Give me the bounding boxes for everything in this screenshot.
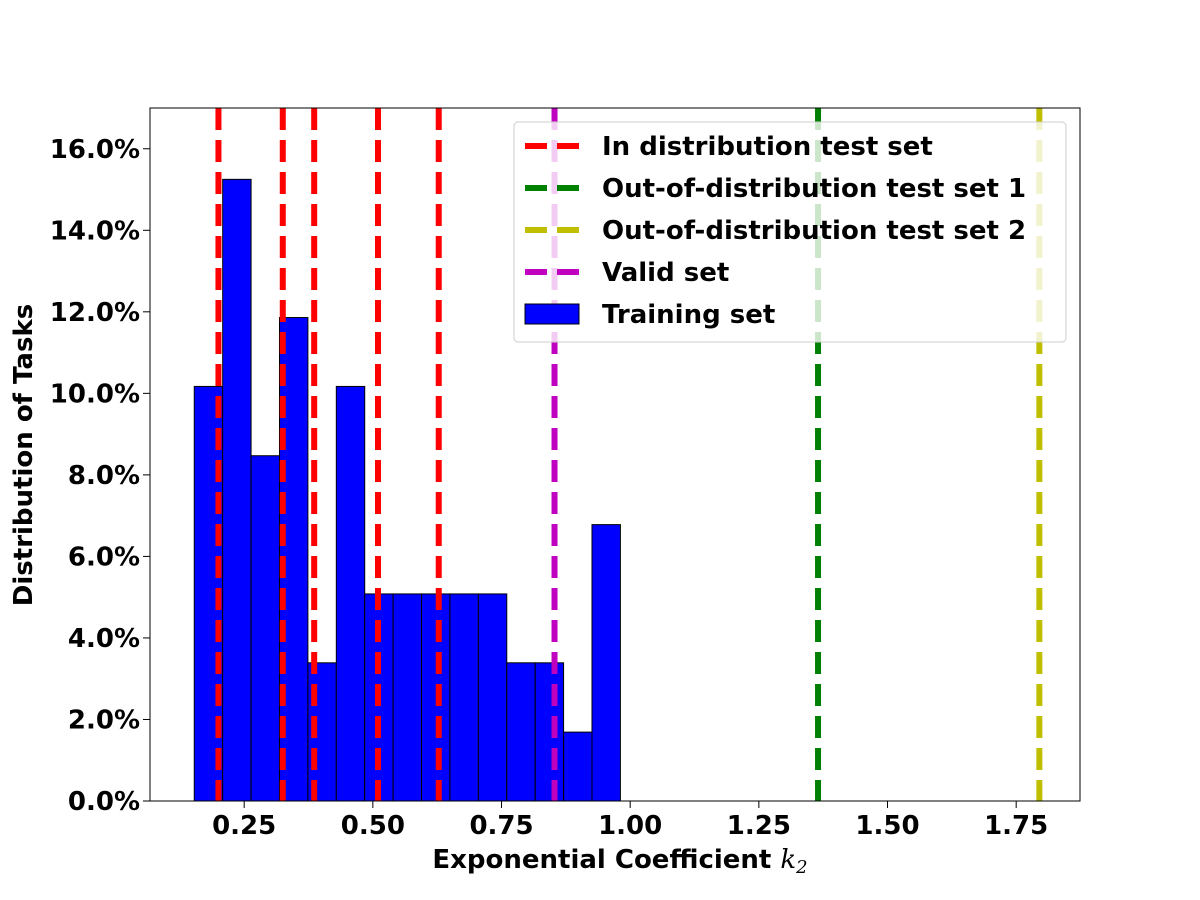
y-tick-label: 0.0% <box>68 787 140 817</box>
histogram-bar <box>563 731 593 802</box>
y-tick-label: 12.0% <box>50 298 140 328</box>
histogram-bar <box>222 178 252 802</box>
legend-label: Valid set <box>602 258 729 288</box>
plot-area <box>193 108 1043 802</box>
y-tick-label: 14.0% <box>50 216 140 246</box>
legend-label: Training set <box>602 300 775 330</box>
histogram-bar <box>591 524 621 802</box>
x-axis-label-math: k <box>780 845 796 875</box>
y-tick-label: 8.0% <box>68 461 140 491</box>
legend: In distribution test set Out-of-distribut… <box>513 121 1067 343</box>
legend-label: In distribution test set <box>602 132 933 162</box>
x-tick-label: 0.75 <box>469 811 533 841</box>
y-tick-label: 2.0% <box>68 705 140 735</box>
y-tick-label: 6.0% <box>68 542 140 572</box>
legend-label: Out-of-distribution test set 1 <box>602 174 1026 204</box>
y-tick-label: 10.0% <box>50 379 140 409</box>
x-axis-ticks: 0.25 0.50 0.75 1.00 1.25 1.50 1.75 <box>212 801 1048 841</box>
x-tick-label: 1.00 <box>598 811 662 841</box>
y-tick-label: 4.0% <box>68 624 140 654</box>
legend-swatch <box>524 303 580 325</box>
legend-box <box>513 121 1067 343</box>
histogram-bar <box>250 455 280 802</box>
x-axis-label-math-subscript: 2 <box>795 857 807 878</box>
axes-frame <box>149 107 1081 802</box>
x-tick-label: 1.75 <box>984 811 1048 841</box>
histogram-bar <box>477 593 508 802</box>
histogram-bar <box>506 662 536 802</box>
x-axis-label: Exponential Coefficient k2 <box>432 845 807 878</box>
x-tick-label: 1.50 <box>855 811 919 841</box>
histogram-bar <box>534 662 565 802</box>
histogram-bar <box>392 593 423 802</box>
histogram-bar <box>449 593 479 802</box>
y-axis-ticks: 0.0% 2.0% 4.0% 6.0% 8.0% 10.0% 12.0% 14.0% 16.0% <box>50 135 150 817</box>
x-tick-label: 0.50 <box>341 811 405 841</box>
x-tick-label: 0.25 <box>212 811 276 841</box>
x-tick-label: 1.25 <box>727 811 791 841</box>
y-tick-label: 16.0% <box>50 135 140 165</box>
y-axis-label: Distribution of Tasks <box>9 304 39 606</box>
legend-label: Out-of-distribution test set 2 <box>602 216 1026 246</box>
histogram-bar <box>335 385 366 802</box>
